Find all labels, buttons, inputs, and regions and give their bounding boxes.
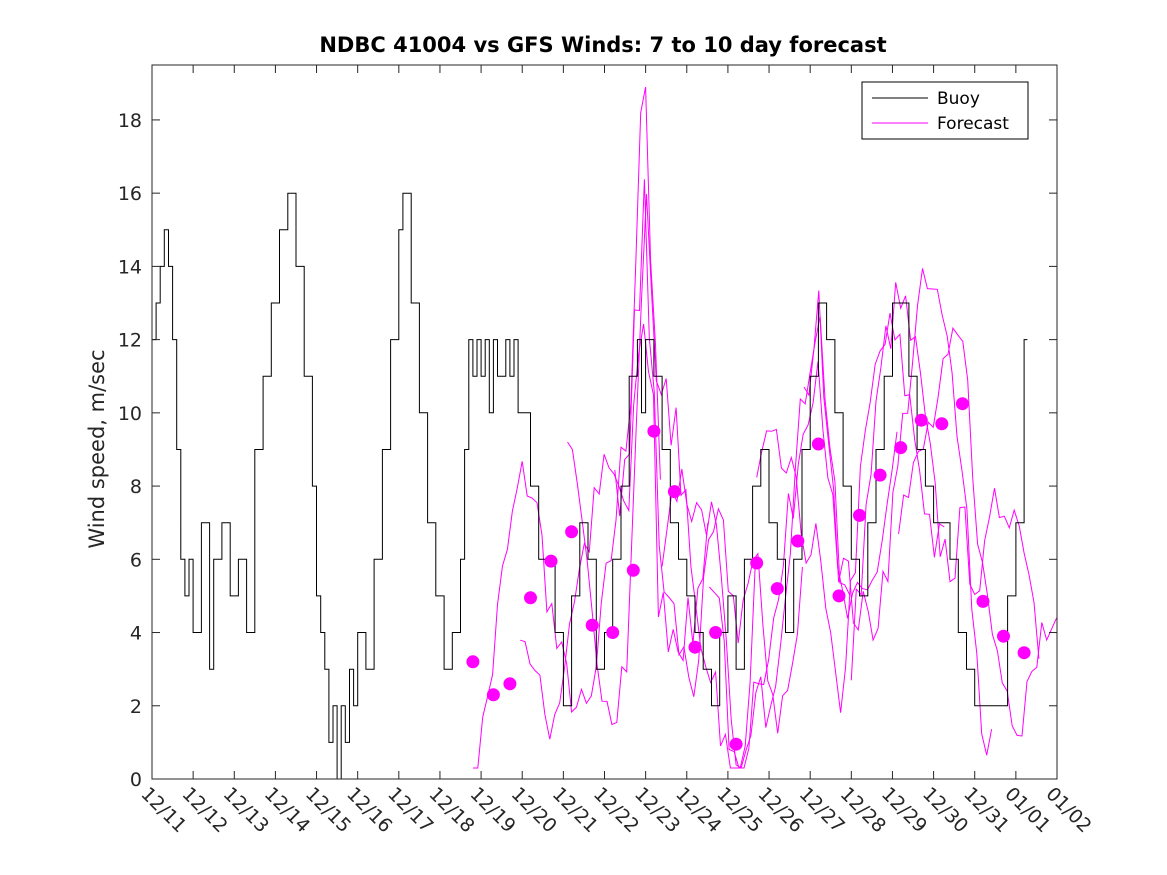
legend: Buoy Forecast [861,81,1029,140]
forecast-point [709,626,723,639]
forecast-member-line [614,179,803,734]
y-tick-label: 2 [130,696,142,718]
y-axis-label: Wind speed, m/sec [85,349,109,548]
y-tick-label: 0 [130,769,142,791]
y-tick-label: 18 [118,110,142,132]
forecast-member-line [803,268,993,756]
buoy-line [152,192,1028,780]
forecast-member-line [709,361,898,769]
forecast-point [894,441,908,455]
forecast-point [873,468,887,482]
forecast-point [626,563,640,577]
y-tick-label: 12 [118,330,142,352]
forecast-point [791,534,805,548]
forecast-member-line [520,323,709,740]
forecast-point [832,589,846,603]
forecast-point [565,525,579,539]
y-tick-label: 4 [130,623,142,645]
forecast-point [914,413,928,427]
forecast-point [853,508,866,522]
legend-buoy-label: Buoy [937,89,980,109]
forecast-point [486,688,500,702]
forecast-point [606,626,620,639]
forecast-point [811,437,825,451]
forecast-point [466,655,480,669]
y-tick-label: 10 [118,403,142,425]
legend-box [861,81,1029,140]
y-tick-label: 8 [130,476,142,498]
forecast-member-line [567,194,756,769]
chart-title: NDBC 41004 vs GFS Winds: 7 to 10 day for… [319,33,886,57]
forecast-point [688,640,702,654]
forecast-point [544,554,558,568]
forecast-point [955,397,969,411]
forecast-point [976,594,990,608]
forecast-point [667,485,681,499]
forecast-point [729,737,743,751]
y-tick-label: 16 [118,183,142,205]
legend-forecast-label: Forecast [937,114,1009,134]
forecast-point [935,417,949,431]
forecast-point [585,618,599,632]
forecast-point [997,629,1010,643]
y-tick-label: 6 [130,549,142,571]
forecast-member-line [850,282,1040,681]
forecast-member-line [756,313,945,713]
y-tick-label: 14 [118,256,142,278]
forecast-point [1017,646,1031,660]
forecast-point [524,591,537,605]
forecast-member-line [898,326,1058,737]
forecast-point [503,677,517,691]
forecast-point [770,582,784,596]
forecast-point [647,424,661,438]
forecast-point [750,556,764,570]
